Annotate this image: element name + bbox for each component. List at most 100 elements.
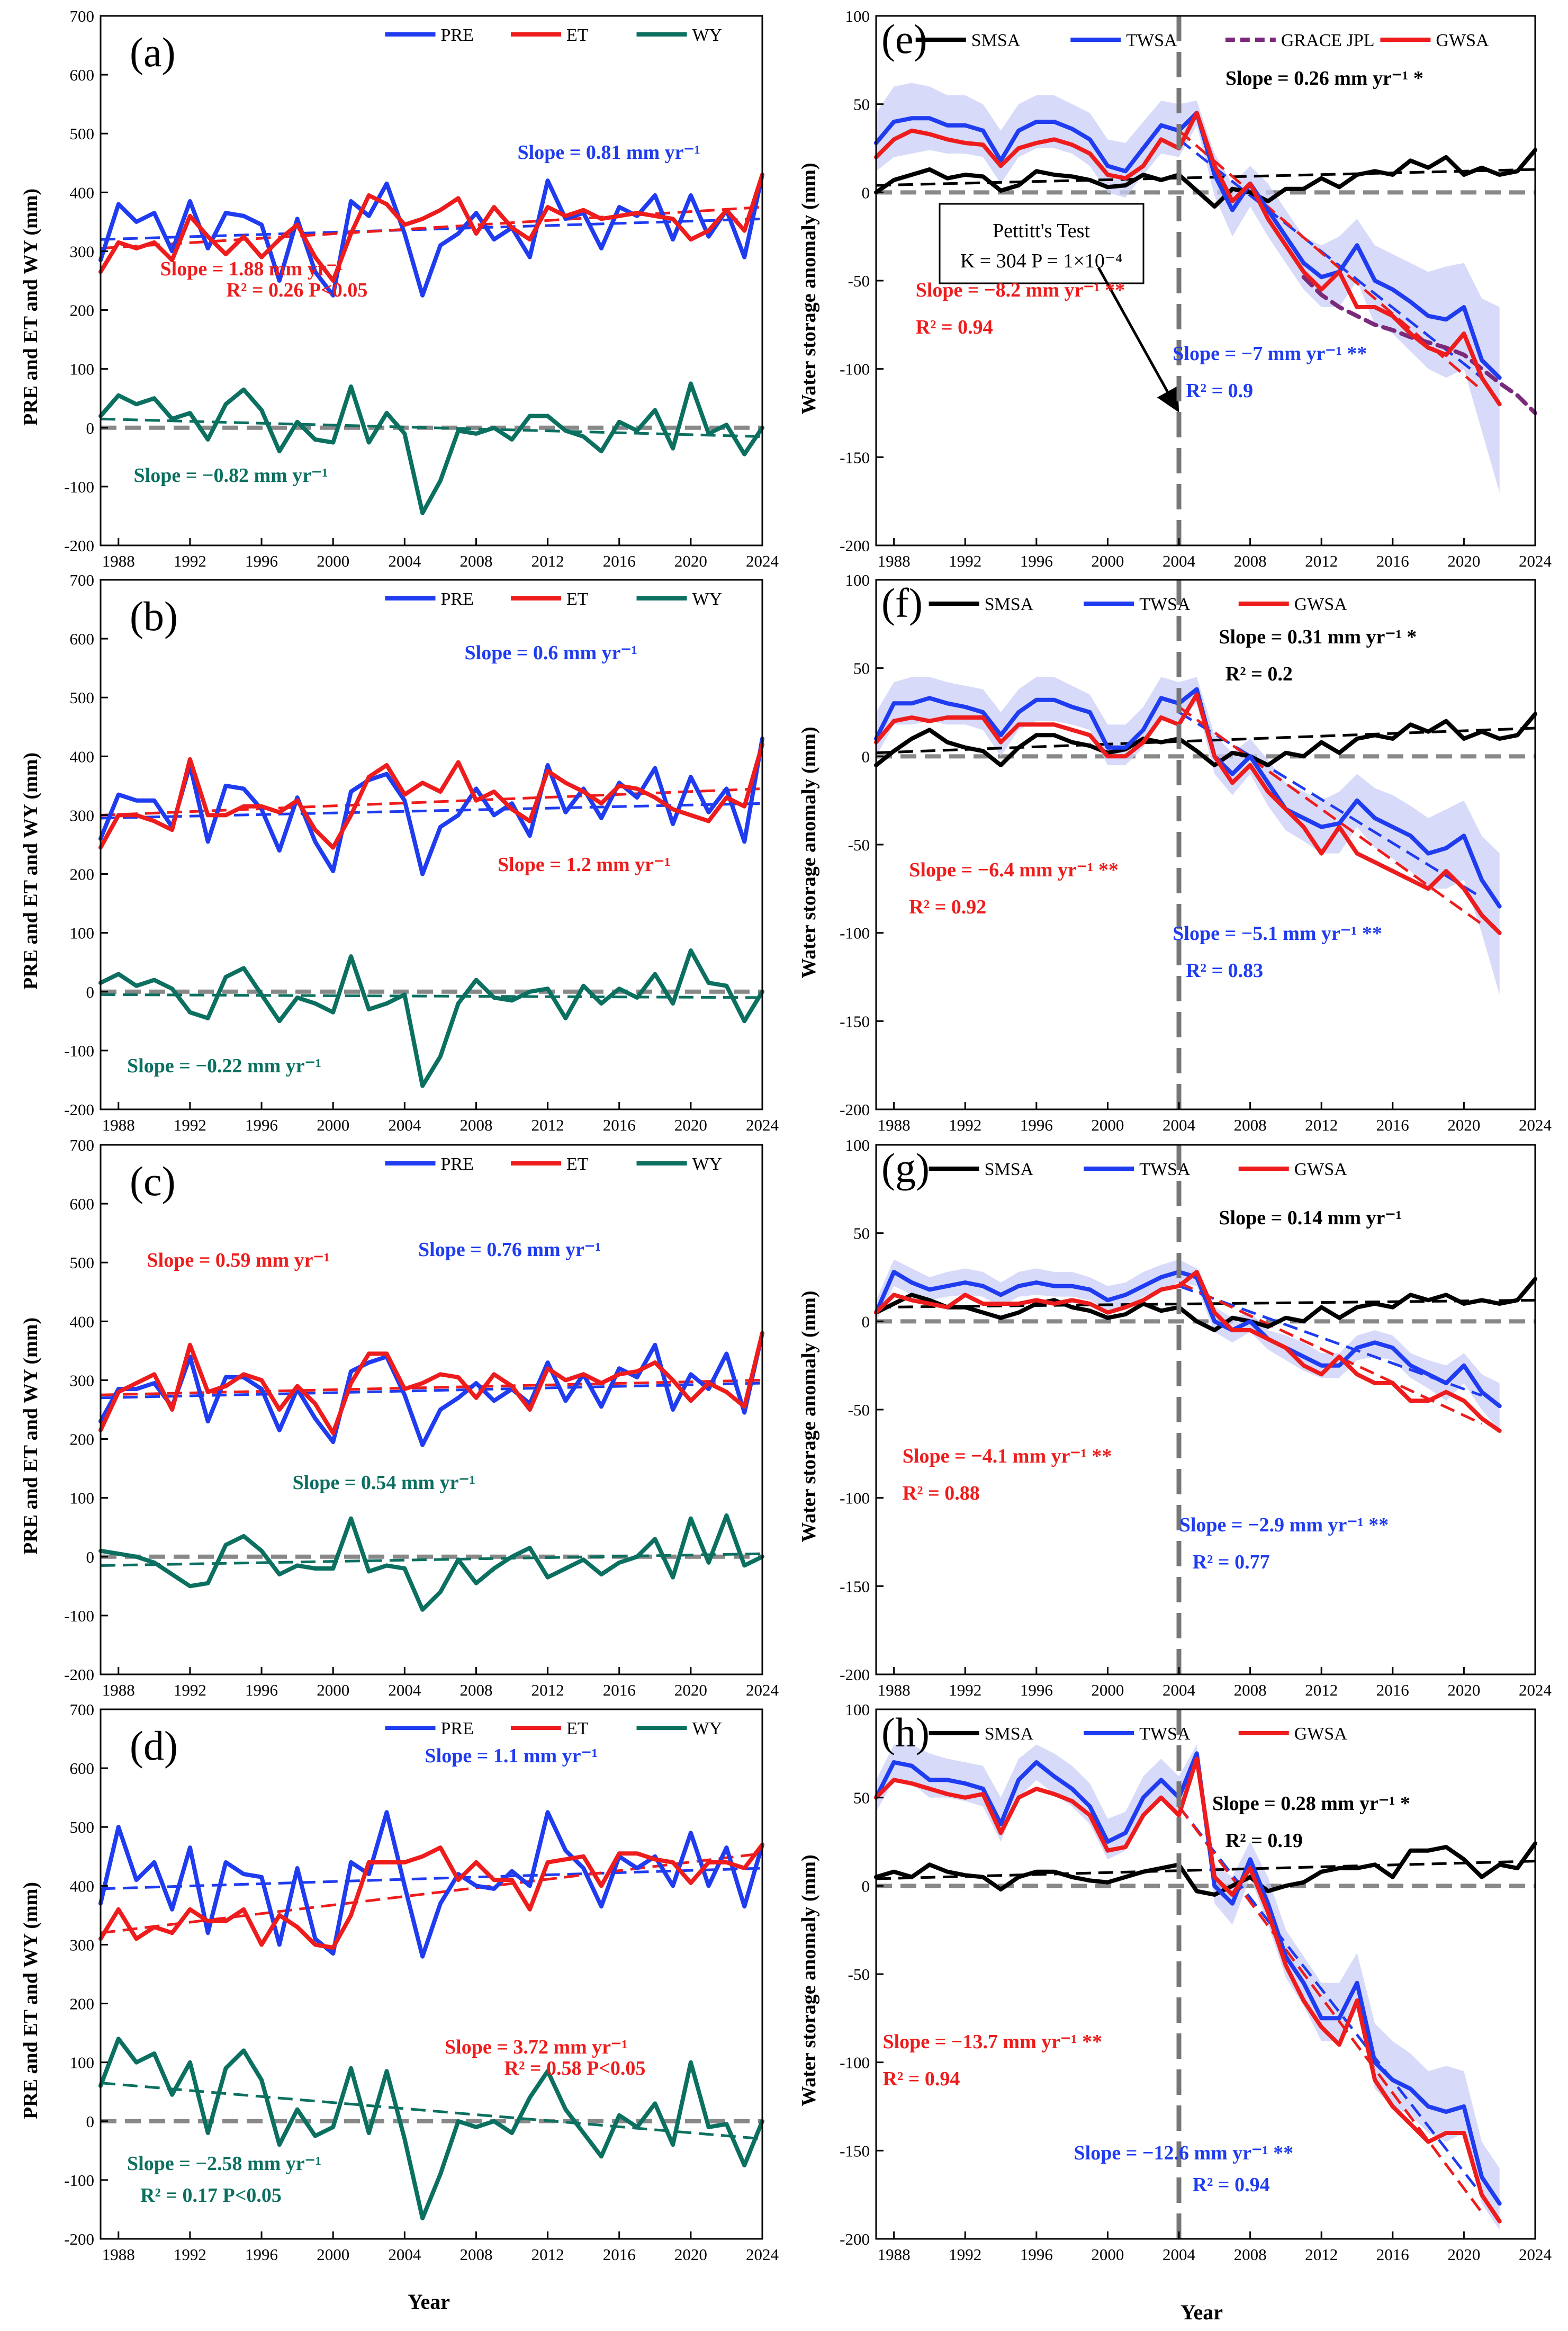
x-tick-label: 1996 <box>245 2245 278 2264</box>
y-tick-label: 200 <box>70 1995 95 2013</box>
panel-label: (b) <box>130 593 178 639</box>
annotation-text: Slope = −0.22 mm yr⁻¹ <box>127 1055 321 1077</box>
legend-label-twsa: TWSA <box>1139 1160 1191 1179</box>
y-tick-label: 200 <box>70 301 95 320</box>
x-tick-label: 2012 <box>1305 1116 1338 1134</box>
pettitt-test-box: Pettitt's Test K = 304 P = 1×10⁻⁴ <box>939 203 1179 413</box>
annotation-text: Slope = 0.76 mm yr⁻¹ <box>418 1239 601 1261</box>
annotation-text: Slope = −2.58 mm yr⁻¹ <box>127 2153 321 2175</box>
x-tick-label: 1992 <box>174 552 206 570</box>
plot-frame <box>100 1708 763 2240</box>
y-tick-label: 600 <box>70 1759 95 1778</box>
y-tick-label: 200 <box>70 1430 95 1449</box>
y-tick-label: 100 <box>70 924 95 943</box>
right-y-axis-label-f: Water storage anomaly (mm) <box>798 727 820 978</box>
annotation-text: R² = 0.77 <box>1193 1551 1270 1573</box>
x-tick-label: 2000 <box>317 552 349 570</box>
x-tick-label: 2016 <box>1376 2245 1409 2264</box>
y-tick-label: 400 <box>70 747 95 766</box>
annotation-text: Slope = −6.4 mm yr⁻¹ ** <box>909 859 1119 881</box>
legend-label-et: ET <box>566 1719 589 1738</box>
legend-label-wy: WY <box>692 1719 723 1738</box>
y-tick-label: 500 <box>70 1818 95 1836</box>
x-tick-label: 1992 <box>174 1681 206 1699</box>
x-tick-label: 1992 <box>949 2245 981 2264</box>
panel-a: -200 -100 0 100 200 300 400 500 600 700 1988 1992 19… <box>64 7 779 570</box>
x-tick-label: 2008 <box>1234 552 1267 570</box>
legend-label-smsa: SMSA <box>985 595 1034 614</box>
panel-label: (f) <box>881 580 923 626</box>
y-tick-label: -200 <box>840 2230 870 2248</box>
y-tick-label: 0 <box>86 2112 95 2131</box>
annotation-text: R² = 0.17 P<0.05 <box>140 2184 282 2207</box>
y-tick-label: -100 <box>840 1489 870 1508</box>
x-tick-label: 2004 <box>388 1116 421 1134</box>
x-tick-label: 2000 <box>317 1681 349 1699</box>
y-tick-label: 50 <box>853 1789 870 1807</box>
y-tick-label: -50 <box>848 1401 870 1419</box>
x-tick-label: 2000 <box>1091 552 1124 570</box>
y-tick-label: -100 <box>840 2054 870 2072</box>
x-tick-label: 1996 <box>245 1681 278 1699</box>
series-line-et <box>98 1842 764 1950</box>
y-tick-label: 100 <box>845 1136 870 1154</box>
x-tick-label: 2020 <box>674 552 707 570</box>
panel-label: (a) <box>130 29 176 75</box>
x-tick-label: 1988 <box>102 1116 135 1134</box>
legend-label-pre: PRE <box>441 1154 474 1174</box>
series-line-et <box>98 742 764 850</box>
y-tick-label: -100 <box>64 2171 94 2190</box>
x-tick-label: 2008 <box>1234 1681 1267 1699</box>
plot-frame <box>100 579 763 1110</box>
x-tick-label: 1988 <box>102 552 135 570</box>
x-tick-label: 2024 <box>1519 1681 1552 1699</box>
x-tick-label: 2008 <box>1234 2245 1267 2264</box>
x-tick-label: 2004 <box>388 1681 421 1699</box>
series-line-gwsa <box>874 111 1502 407</box>
series-line-gwsa <box>874 692 1502 935</box>
annotation-text: R² = 0.94 <box>916 316 993 338</box>
legend-label-pre: PRE <box>441 589 474 609</box>
annotation-text: Slope = 0.31 mm yr⁻¹ * <box>1219 626 1417 648</box>
y-tick-label: 500 <box>70 1253 95 1272</box>
x-tick-label: 2012 <box>1305 2245 1338 2264</box>
x-tick-label: 2008 <box>459 552 492 570</box>
annotation-text: Slope = 3.72 mm yr⁻¹ <box>445 2036 627 2058</box>
y-tick-label: 0 <box>86 983 95 1001</box>
series-line-gwsa <box>874 1756 1502 2224</box>
left-y-axis-label-a: PRE and ET and WY (mm) <box>20 189 42 426</box>
y-tick-label: 100 <box>845 1700 870 1719</box>
y-tick-label: 400 <box>70 183 95 202</box>
x-tick-label: 1992 <box>174 1116 206 1134</box>
x-tick-label: 2004 <box>388 2245 421 2264</box>
legend-label-gwsa: GWSA <box>1294 1724 1348 1744</box>
x-tick-label: 2016 <box>1376 1681 1409 1699</box>
right-y-axis-label-g: Water storage anomaly (mm) <box>798 1290 820 1542</box>
y-tick-label: 50 <box>853 659 870 678</box>
x-tick-label: 2020 <box>1447 1116 1480 1134</box>
x-tick-label: 1988 <box>878 552 911 570</box>
series-line-et <box>98 173 764 283</box>
x-tick-label: 1996 <box>245 552 278 570</box>
left-y-axis-label-b: PRE and ET and WY (mm) <box>20 752 42 990</box>
y-tick-label: 400 <box>70 1877 95 1895</box>
x-tick-label: 2008 <box>459 1116 492 1134</box>
trend-line-gwsa <box>1178 1805 1483 2213</box>
x-tick-label: 2016 <box>603 1681 636 1699</box>
x-tick-label: 2012 <box>531 552 564 570</box>
y-tick-label: 300 <box>70 1371 95 1389</box>
x-tick-label: 2000 <box>1091 1116 1124 1134</box>
y-tick-label: -200 <box>840 1100 870 1119</box>
annotation-text: Slope = 0.6 mm yr⁻¹ <box>465 642 637 664</box>
y-tick-label: 50 <box>853 95 870 114</box>
x-tick-label: 2016 <box>603 2245 636 2264</box>
x-tick-label: 1996 <box>1020 2245 1053 2264</box>
trend-line-wy <box>100 993 763 999</box>
annotation-text: Slope = −2.9 mm yr⁻¹ ** <box>1179 1514 1389 1536</box>
x-tick-label: 2012 <box>531 2245 564 2264</box>
y-tick-label: -200 <box>64 2230 94 2248</box>
annotation-text: Slope = 0.81 mm yr⁻¹ <box>518 141 700 164</box>
series-line-pre <box>98 737 764 876</box>
legend-label-twsa: TWSA <box>1139 1724 1191 1744</box>
